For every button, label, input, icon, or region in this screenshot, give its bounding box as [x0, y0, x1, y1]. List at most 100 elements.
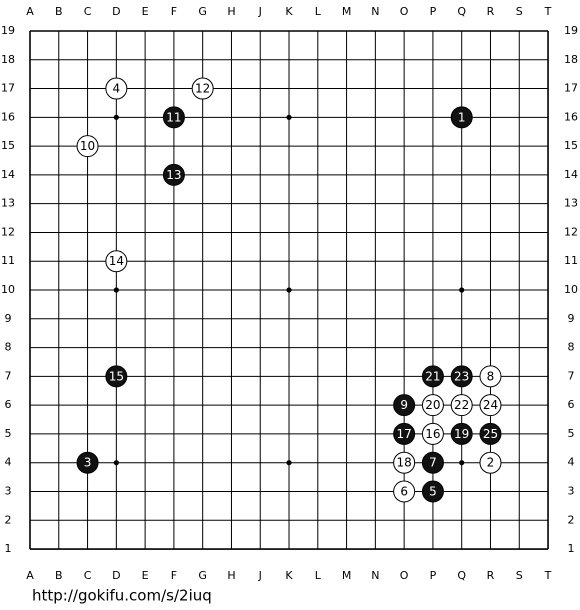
row-label: 16 — [564, 110, 578, 123]
move-number: 7 — [429, 456, 437, 470]
white-stone — [479, 365, 502, 388]
stone: 8 — [479, 365, 502, 388]
black-stone — [393, 394, 416, 417]
row-label: 12 — [1, 225, 15, 238]
row-label: 5 — [568, 427, 575, 440]
stone: 16 — [421, 422, 444, 445]
row-label: 6 — [5, 398, 12, 411]
move-number: 3 — [84, 456, 92, 470]
star-point — [113, 114, 119, 120]
row-label: 3 — [5, 484, 12, 497]
column-label: L — [315, 569, 322, 582]
black-stone — [393, 422, 416, 445]
stone: 17 — [393, 422, 416, 445]
black-stone — [450, 106, 473, 129]
move-number: 10 — [80, 139, 95, 153]
stone: 13 — [162, 163, 185, 186]
move-number: 25 — [483, 427, 498, 441]
stone: 11 — [162, 106, 185, 129]
row-label: 8 — [5, 341, 12, 354]
row-label: 2 — [5, 513, 12, 526]
row-label: 15 — [564, 139, 578, 152]
move-number: 4 — [113, 82, 121, 96]
move-number: 6 — [400, 484, 408, 498]
white-stone — [191, 77, 214, 100]
column-label: D — [112, 569, 120, 582]
column-label: E — [142, 5, 149, 18]
row-label: 2 — [568, 513, 575, 526]
white-stone — [421, 422, 444, 445]
row-label: 4 — [5, 456, 12, 469]
move-number: 24 — [483, 398, 498, 412]
column-label: S — [516, 569, 523, 582]
row-label: 8 — [568, 341, 575, 354]
stone: 22 — [450, 394, 473, 417]
black-stone — [421, 451, 444, 474]
stone: 12 — [191, 77, 214, 100]
row-label: 19 — [564, 24, 578, 37]
move-number: 11 — [166, 110, 181, 124]
row-label: 6 — [568, 398, 575, 411]
white-stone — [105, 250, 128, 273]
star-point — [286, 114, 292, 120]
move-number: 15 — [109, 369, 124, 383]
star-point — [459, 287, 465, 293]
star-point — [113, 460, 119, 466]
white-stone — [421, 394, 444, 417]
move-number: 12 — [195, 82, 210, 96]
move-number: 13 — [166, 168, 181, 182]
move-number: 2 — [487, 456, 495, 470]
column-label: N — [371, 569, 379, 582]
star-point — [286, 287, 292, 293]
row-label: 11 — [1, 254, 15, 267]
row-label: 18 — [1, 53, 15, 66]
column-label: R — [487, 569, 495, 582]
move-number: 9 — [400, 398, 408, 412]
column-label: E — [142, 569, 149, 582]
move-number: 18 — [396, 456, 411, 470]
stone: 9 — [393, 394, 416, 417]
black-stone — [76, 451, 99, 474]
stone: 2 — [479, 451, 502, 474]
row-label: 1 — [568, 542, 575, 555]
move-number: 19 — [454, 427, 469, 441]
row-label: 18 — [564, 53, 578, 66]
black-stone — [162, 106, 185, 129]
stone: 5 — [421, 480, 444, 503]
stone: 3 — [76, 451, 99, 474]
column-label: B — [55, 569, 63, 582]
column-label: F — [171, 5, 177, 18]
stone: 15 — [105, 365, 128, 388]
column-label: D — [112, 5, 120, 18]
move-number: 23 — [454, 369, 469, 383]
column-label: O — [400, 569, 409, 582]
stone: 4 — [105, 77, 128, 100]
column-label: Q — [457, 5, 466, 18]
row-label: 5 — [5, 427, 12, 440]
move-number: 20 — [425, 398, 440, 412]
row-label: 11 — [564, 254, 578, 267]
row-label: 12 — [564, 225, 578, 238]
column-label: J — [258, 5, 262, 18]
row-label: 16 — [1, 110, 15, 123]
stone: 24 — [479, 394, 502, 417]
move-number: 17 — [396, 427, 411, 441]
column-label: G — [198, 5, 207, 18]
stone: 19 — [450, 422, 473, 445]
column-label: F — [171, 569, 177, 582]
row-label: 13 — [564, 197, 578, 210]
row-label: 19 — [1, 24, 15, 37]
column-label: C — [84, 569, 92, 582]
row-label: 13 — [1, 197, 15, 210]
column-label: L — [315, 5, 322, 18]
stone: 20 — [421, 394, 444, 417]
move-number: 21 — [425, 369, 440, 383]
black-stone — [105, 365, 128, 388]
row-label: 14 — [564, 168, 578, 181]
column-label: H — [227, 5, 235, 18]
white-stone — [76, 135, 99, 158]
row-label: 17 — [1, 82, 15, 95]
stone: 23 — [450, 365, 473, 388]
